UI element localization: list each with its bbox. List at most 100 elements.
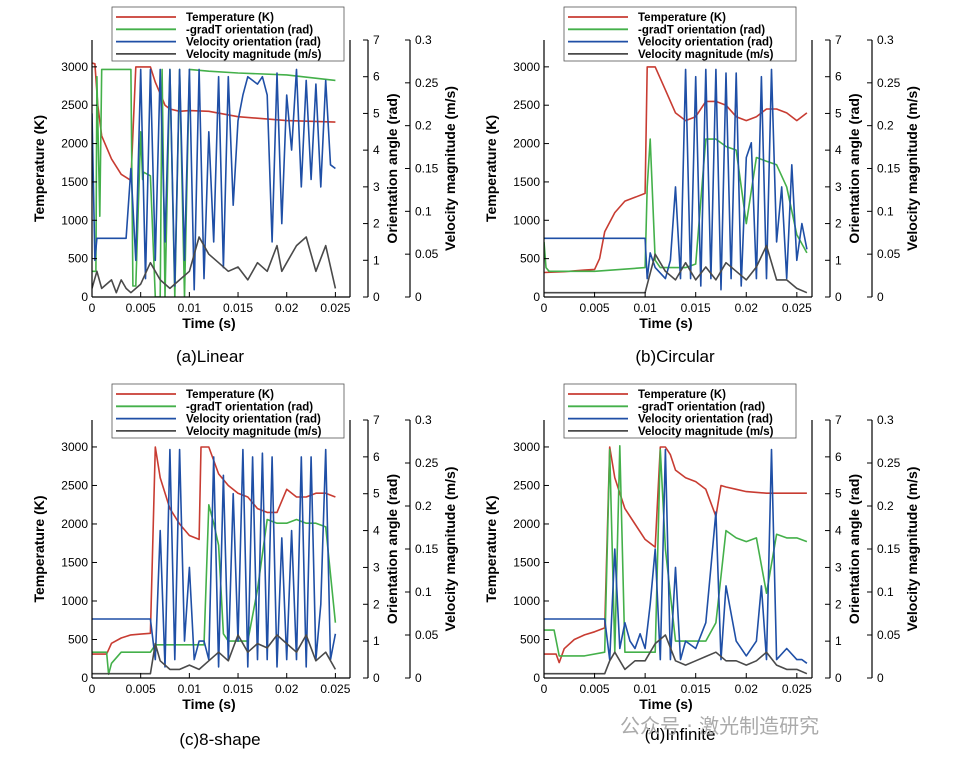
y-tick-label: 2500	[513, 98, 540, 112]
x-tick-label: 0.005	[126, 682, 156, 696]
x-tick-label: 0.015	[223, 301, 253, 315]
y3-axis-title: Velocity magnitude (m/s)	[904, 467, 920, 632]
y-tick-label: 2000	[61, 137, 88, 151]
x-tick-label: 0.025	[782, 301, 812, 315]
y3-tick-label: 0.25	[877, 456, 901, 470]
x-tick-label: 0.005	[126, 301, 156, 315]
y-tick-label: 1500	[513, 555, 540, 569]
x-tick-label: 0.01	[633, 682, 657, 696]
y3-tick-label: 0.3	[415, 413, 432, 427]
y3-tick-label: 0.1	[877, 585, 894, 599]
y2-tick-label: 1	[373, 634, 380, 648]
y2-tick-label: 3	[373, 560, 380, 574]
x-tick-label: 0.015	[223, 682, 253, 696]
y2-axis-title: Orientation angle (rad)	[384, 474, 400, 624]
y-tick-label: 1500	[61, 175, 88, 189]
y3-tick-label: 0.2	[415, 119, 432, 133]
y3-tick-label: 0.05	[877, 628, 901, 642]
y2-tick-label: 0	[835, 290, 842, 304]
y2-tick-label: 3	[373, 180, 380, 194]
legend-box	[563, 383, 797, 439]
series-line-gradt-orientation	[92, 68, 336, 297]
y2-tick-label: 2	[373, 217, 380, 231]
panel-caption: (b)Circular	[635, 347, 715, 366]
y-tick-label: 2500	[61, 98, 88, 112]
series-line-velocity-magnitude	[92, 236, 337, 294]
y3-tick-label: 0.05	[877, 247, 901, 261]
y-tick-label: 0	[81, 290, 88, 304]
series-group	[92, 62, 337, 297]
y3-axis-title: Velocity magnitude (m/s)	[442, 467, 458, 632]
legend-box	[563, 6, 797, 62]
y-tick-label: 3000	[61, 440, 88, 454]
legend-label-velocity-magnitude: Velocity magnitude (m/s)	[638, 426, 774, 438]
y2-tick-label: 2	[835, 217, 842, 231]
series-line-velocity-magnitude	[92, 634, 337, 675]
y2-tick-label: 4	[835, 143, 842, 157]
chart-panel-1: 0 0.005 0.01 0.015 0.02 0.0250500100015002000…	[31, 6, 458, 366]
x-tick-label: 0	[89, 301, 96, 315]
y-tick-label: 1500	[61, 555, 88, 569]
y2-tick-label: 4	[835, 524, 842, 538]
series-line-velocity-magnitude	[544, 634, 808, 675]
y-tick-label: 0	[81, 671, 88, 685]
y3-tick-label: 0	[877, 290, 884, 304]
y3-tick-label: 0.1	[415, 585, 432, 599]
y3-tick-label: 0.15	[415, 162, 439, 176]
x-tick-label: 0.02	[735, 682, 759, 696]
x-tick-label: 0.005	[580, 682, 610, 696]
y3-tick-label: 0.15	[877, 162, 901, 176]
x-tick-label: 0.015	[681, 301, 711, 315]
x-tick-label: 0	[541, 682, 548, 696]
y3-tick-label: 0.2	[415, 499, 432, 513]
legend-label-temperature: Temperature (K)	[638, 12, 726, 24]
legend-box	[111, 6, 345, 62]
series-line-temperature	[92, 446, 336, 655]
y-tick-label: 500	[68, 632, 88, 646]
x-tick-label: 0.02	[735, 301, 759, 315]
y-tick-label: 2000	[513, 137, 540, 151]
y3-tick-label: 0.15	[877, 542, 901, 556]
x-axis-title: Time (s)	[182, 315, 235, 331]
legend: Temperature (K)-gradT orientation (rad)V…	[563, 383, 797, 439]
y-tick-label: 3000	[513, 440, 540, 454]
panel-caption: (c)8-shape	[179, 730, 260, 749]
y2-tick-label: 3	[835, 560, 842, 574]
legend-label-velocity-magnitude: Velocity magnitude (m/s)	[186, 426, 322, 438]
y2-axis-title: Orientation angle (rad)	[384, 93, 400, 243]
y-tick-label: 1000	[61, 213, 88, 227]
y3-tick-label: 0	[877, 671, 884, 685]
series-group	[92, 446, 337, 676]
x-axis-title: Time (s)	[639, 696, 692, 712]
y2-tick-label: 0	[373, 290, 380, 304]
x-tick-label: 0	[89, 682, 96, 696]
legend-label-temperature: Temperature (K)	[638, 389, 726, 401]
legend-label-gradt-orientation: -gradT orientation (rad)	[186, 24, 313, 36]
watermark: 公众号 · 激光制造研究	[620, 714, 820, 738]
y2-tick-label: 6	[373, 70, 380, 84]
y-tick-label: 1000	[513, 213, 540, 227]
y-tick-label: 1500	[513, 175, 540, 189]
y2-tick-label: 5	[373, 487, 380, 501]
series-line-temperature	[92, 62, 336, 182]
series-line-gradt-orientation	[544, 445, 808, 657]
series-line-velocity-magnitude	[544, 244, 808, 294]
y-tick-label: 500	[520, 252, 540, 266]
series-line-temperature	[544, 66, 808, 274]
x-tick-label: 0.025	[782, 682, 812, 696]
panel-caption: (a)Linear	[176, 347, 244, 366]
y3-tick-label: 0.05	[415, 247, 439, 261]
chart-panel-3: 0 0.005 0.01 0.015 0.02 0.0250500100015002000…	[31, 383, 458, 749]
legend: Temperature (K)-gradT orientation (rad)V…	[111, 6, 345, 62]
y2-tick-label: 2	[835, 597, 842, 611]
x-tick-label: 0.01	[178, 301, 202, 315]
legend-label-velocity-orientation: Velocity orientation (rad)	[186, 414, 321, 426]
legend-box	[111, 383, 345, 439]
y2-tick-label: 7	[373, 413, 380, 427]
y-tick-label: 2500	[513, 478, 540, 492]
y3-tick-label: 0.2	[877, 119, 894, 133]
y-axis-title: Temperature (K)	[483, 495, 499, 602]
y2-tick-label: 0	[373, 671, 380, 685]
y3-tick-label: 0.1	[415, 204, 432, 218]
